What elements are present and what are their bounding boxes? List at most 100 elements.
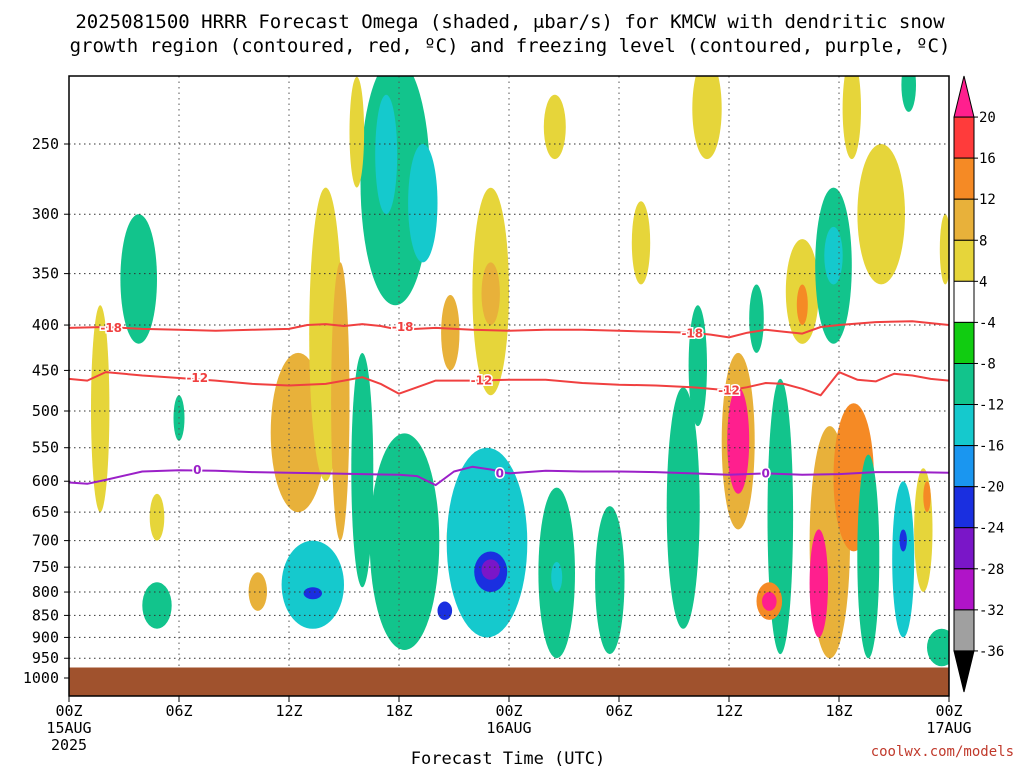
omega-region <box>901 76 916 112</box>
y-tick-label: 300 <box>32 205 59 223</box>
omega-region <box>688 305 707 427</box>
omega-region <box>727 387 750 494</box>
omega-region <box>692 76 722 160</box>
omega-region <box>481 559 500 580</box>
omega-region <box>796 284 808 326</box>
omega-region <box>824 226 843 285</box>
x-tick-label: 18Z <box>825 702 852 720</box>
y-tick-label: 700 <box>32 532 59 550</box>
contour-value-label: -12 <box>471 374 493 388</box>
y-tick-label: 350 <box>32 265 59 283</box>
colorbar-label: -36 <box>979 644 1004 660</box>
omega-region <box>369 433 440 650</box>
y-tick-label: 950 <box>32 649 59 667</box>
contour-value-label: -18 <box>681 327 703 341</box>
colorbar-swatch <box>953 445 975 488</box>
y-tick-label: 1000 <box>23 669 59 687</box>
y-tick-label: 600 <box>32 472 59 490</box>
colorbar-label: -8 <box>979 356 996 372</box>
colorbar-swatch <box>953 239 975 282</box>
contour-value-label: -18 <box>392 320 414 334</box>
x-axis-title: Forecast Time (UTC) <box>411 749 605 768</box>
contour-line-dendritic <box>69 320 949 339</box>
colorbar-swatch <box>953 568 975 611</box>
omega-region <box>349 76 365 188</box>
y-tick-label: 850 <box>32 606 59 624</box>
colorbar-label: -28 <box>979 562 1004 578</box>
colorbar-label: -20 <box>979 480 1004 496</box>
omega-region <box>303 587 322 600</box>
omega-region <box>446 447 528 638</box>
colorbar-bottom-arrow <box>953 650 975 693</box>
contour-labels: -18 -18 -18 -12 -12 -12 0 0 0 <box>99 319 772 482</box>
contour-value-label: -12 <box>718 383 740 397</box>
y-tick-label: 800 <box>32 583 59 601</box>
colorbar-swatch <box>953 486 975 529</box>
colorbar-swatch <box>953 363 975 406</box>
y-tick-label: 550 <box>32 439 59 457</box>
y-tick-label: 650 <box>32 503 59 521</box>
omega-region <box>892 481 915 638</box>
omega-region <box>899 529 907 552</box>
omega-region <box>91 305 110 513</box>
omega-region <box>595 506 625 655</box>
chart-title-line-1: 2025081500 HRRR Forecast Omega (shaded, … <box>75 11 945 33</box>
omega-region <box>927 628 949 667</box>
omega-region <box>857 454 880 659</box>
omega-region <box>749 284 764 353</box>
colorbar-label: 16 <box>979 151 996 167</box>
x-tick-label: 12Z <box>715 702 742 720</box>
omega-region <box>331 262 350 541</box>
x-tick-date-label: 15AUG <box>46 719 91 737</box>
colorbar-swatch <box>953 321 975 364</box>
colorbar-label: 12 <box>979 192 996 208</box>
x-tick-label: 00Z <box>495 702 522 720</box>
omega-region <box>543 94 566 160</box>
omega-region <box>441 295 460 371</box>
omega-region <box>481 262 500 326</box>
x-tick-date-label: 16AUG <box>486 719 531 737</box>
omega-region <box>142 582 172 629</box>
omega-region <box>551 562 563 592</box>
colorbar-swatch <box>953 116 975 159</box>
omega-region <box>375 94 398 215</box>
colorbar-swatch <box>953 157 975 200</box>
contour-line-dendritic <box>69 371 949 397</box>
x-tick-label: 06Z <box>165 702 192 720</box>
colorbar-label: -12 <box>979 398 1004 414</box>
colorbar-top-arrow <box>953 75 975 118</box>
contour-value-label: 0 <box>496 466 504 480</box>
omega-region <box>809 529 828 638</box>
omega-region <box>248 572 267 611</box>
contour-line-freezing <box>69 465 949 487</box>
colorbar-label: 20 <box>979 110 996 126</box>
y-axis: 250 300 350 400 450 500 550 600 650 700 750 800 850 9… <box>23 135 69 687</box>
y-tick-label: 900 <box>32 628 59 646</box>
x-tick-label: 00Z <box>55 702 82 720</box>
contour-value-label: 0 <box>193 463 201 477</box>
colorbar-label: 4 <box>979 274 987 290</box>
colorbar-swatch <box>953 280 975 323</box>
chart-title-line-2: growth region (contoured, red, ºC) and f… <box>70 35 951 57</box>
x-tick-label: 00Z <box>935 702 962 720</box>
omega-region <box>281 540 344 629</box>
credit-text: coolwx.com/models <box>871 744 1014 760</box>
x-tick-label: 12Z <box>275 702 302 720</box>
colorbar-label: -24 <box>979 521 1004 537</box>
omega-region <box>437 601 453 620</box>
x-tick-label: 18Z <box>385 702 412 720</box>
colorbar-swatch <box>953 404 975 447</box>
temperature-contours <box>69 320 949 487</box>
colorbar-label: -4 <box>979 315 996 331</box>
contour-value-label: -12 <box>186 371 208 385</box>
y-tick-label: 250 <box>32 135 59 153</box>
omega-region <box>857 144 905 285</box>
y-tick-label: 400 <box>32 316 59 334</box>
omega-shading <box>91 76 949 667</box>
colorbar-swatch <box>953 527 975 570</box>
y-tick-label: 750 <box>32 558 59 576</box>
omega-region <box>408 144 438 263</box>
omega-region <box>762 592 777 611</box>
